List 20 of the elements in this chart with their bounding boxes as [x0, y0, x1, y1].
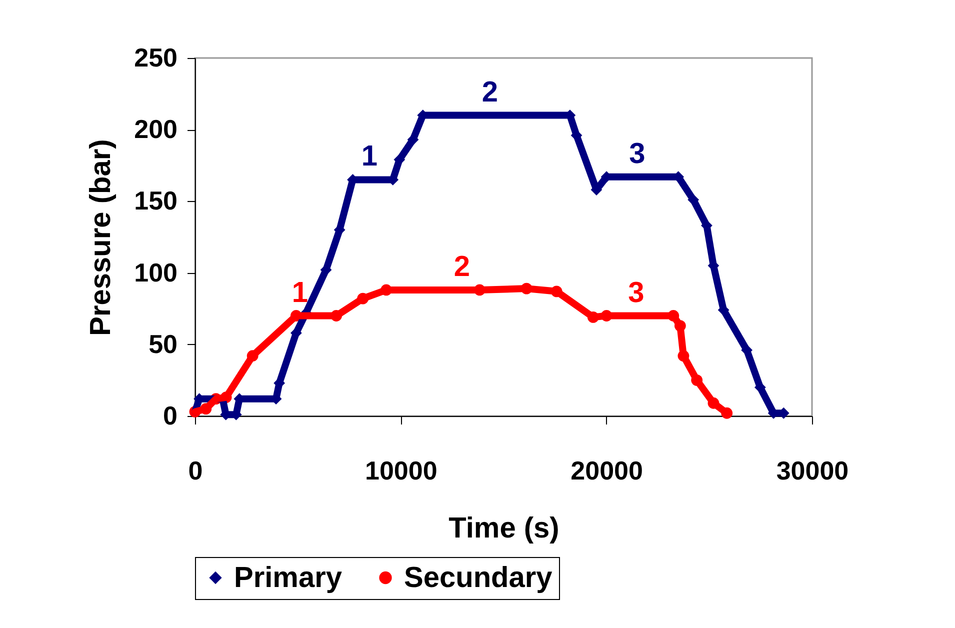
x-tick-label: 0: [188, 456, 203, 486]
x-tick-label: 10000: [365, 456, 438, 486]
annotation: 2: [482, 76, 498, 108]
y-tick-label: 150: [134, 186, 178, 216]
y-tick-label: 250: [134, 42, 178, 72]
legend-label: Secundary: [404, 562, 552, 594]
annotation: 3: [628, 276, 644, 309]
legend-label: Primary: [234, 562, 342, 594]
annotation: 3: [629, 138, 646, 170]
annotation: 1: [361, 140, 378, 173]
x-tick-label: 30000: [776, 456, 849, 486]
annotation: 2: [454, 250, 470, 283]
y-tick-label: 0: [163, 400, 178, 430]
annotation: 1: [292, 276, 308, 309]
y-tick-label: 100: [134, 257, 178, 288]
y-tick-label: 50: [148, 328, 178, 359]
x-tick-label: 20000: [570, 456, 643, 486]
x-axis-title: Time (s): [448, 512, 560, 544]
y-axis-title: Pressure (bar): [85, 139, 118, 336]
y-tick-label: 200: [134, 114, 178, 144]
